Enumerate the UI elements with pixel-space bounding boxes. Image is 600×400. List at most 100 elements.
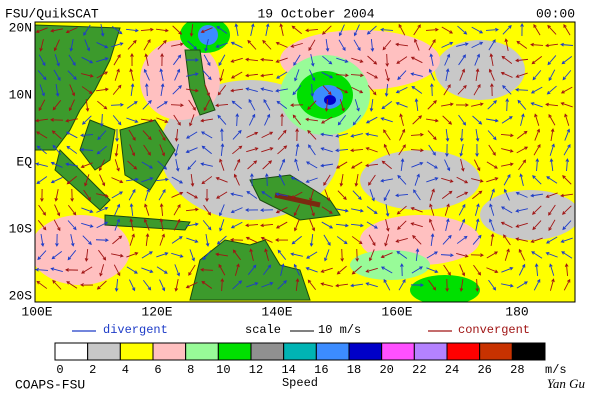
- wind-arrow: [535, 158, 540, 172]
- wind-arrow: [534, 128, 541, 141]
- wind-arrow: [471, 41, 484, 49]
- wind-arrow: [96, 71, 109, 79]
- wind-arrow: [40, 188, 44, 202]
- wind-arrow: [520, 23, 524, 37]
- wind-arrow: [398, 279, 406, 291]
- colorbar-box: [348, 342, 383, 361]
- wind-arrow: [320, 282, 333, 287]
- wind-arrow: [395, 101, 408, 108]
- wind-arrow: [277, 129, 287, 140]
- wind-arrow: [81, 86, 93, 94]
- wind-arrow: [440, 253, 454, 258]
- wind-arrow: [96, 57, 109, 63]
- wind-arrow: [335, 283, 349, 288]
- wind-arrow: [335, 223, 349, 228]
- wind-arrow: [441, 190, 453, 199]
- wind-arrow: [234, 23, 239, 36]
- wind-arrow: [215, 42, 228, 48]
- wind-arrow: [486, 177, 499, 183]
- colorbar-box: [250, 342, 285, 361]
- wind-arrow: [430, 233, 435, 247]
- wind-arrow: [230, 221, 243, 229]
- wind-arrow: [517, 99, 527, 110]
- wind-arrow: [275, 207, 288, 214]
- wind-arrow: [413, 38, 420, 51]
- wind-arrow: [518, 159, 527, 171]
- wind-arrow: [172, 25, 183, 35]
- wind-arrow: [54, 54, 60, 67]
- wind-arrow: [516, 146, 529, 154]
- wind-arrow: [365, 163, 379, 168]
- wind-arrow: [531, 55, 543, 65]
- wind-arrow: [81, 222, 94, 228]
- wind-arrow: [246, 147, 259, 153]
- wind-arrow: [111, 177, 124, 184]
- wind-arrow: [275, 221, 288, 229]
- wind-arrow: [384, 83, 389, 97]
- wind-arrow: [515, 222, 528, 228]
- wind-arrow: [545, 252, 558, 258]
- wind-arrow: [185, 58, 199, 62]
- wind-arrow: [129, 218, 134, 231]
- wind-arrow: [114, 278, 119, 292]
- colorbar-tick: 8: [187, 363, 194, 377]
- wind-arrow: [230, 71, 243, 79]
- wind-arrow: [81, 56, 94, 64]
- wind-arrow: [114, 159, 120, 172]
- wind-arrow: [275, 88, 288, 93]
- wind-arrow: [245, 57, 259, 62]
- header-date: 19 October 2004: [257, 6, 374, 21]
- wind-arrow: [66, 175, 77, 185]
- wind-arrow: [201, 280, 213, 289]
- wind-arrow: [325, 38, 330, 52]
- wind-arrow: [143, 39, 151, 51]
- wind-arrow: [185, 282, 198, 289]
- wind-arrow: [380, 178, 393, 183]
- wind-arrow: [370, 38, 375, 52]
- wind-arrow: [110, 102, 124, 107]
- wind-arrow: [460, 159, 465, 172]
- wind-arrow: [189, 114, 195, 127]
- wind-arrow: [305, 28, 319, 33]
- wind-arrow: [425, 27, 439, 32]
- wind-arrow: [230, 41, 243, 48]
- wind-arrow: [171, 236, 183, 244]
- wind-arrow: [488, 279, 497, 291]
- wind-arrow: [53, 219, 61, 232]
- wind-arrow: [144, 188, 150, 201]
- wind-arrow: [516, 40, 528, 49]
- wind-arrow: [53, 69, 61, 81]
- wind-arrow: [309, 204, 315, 217]
- wind-arrow: [548, 69, 556, 82]
- wind-arrow: [70, 188, 74, 202]
- wind-arrow: [501, 267, 514, 273]
- wind-arrow: [84, 39, 91, 52]
- wind-arrow: [365, 282, 378, 288]
- wind-arrow: [203, 204, 212, 216]
- wind-arrow: [486, 161, 498, 169]
- wind-arrow: [516, 130, 528, 139]
- wind-arrow: [141, 267, 154, 273]
- wind-arrow: [201, 131, 213, 139]
- wind-arrow: [159, 218, 164, 231]
- wind-arrow: [155, 177, 169, 182]
- wind-arrow: [428, 218, 435, 231]
- wind-arrow: [501, 55, 513, 64]
- wind-arrow: [67, 204, 77, 216]
- wind-arrow: [230, 88, 244, 93]
- wind-arrow: [190, 173, 195, 187]
- colorbar-tick: 22: [412, 363, 426, 377]
- wind-arrow: [173, 114, 181, 126]
- wind-arrow: [444, 53, 451, 66]
- lat-labels: 20N 10N EQ 10S 20S: [9, 20, 33, 303]
- wind-arrow: [441, 26, 454, 34]
- wind-arrow: [367, 55, 378, 65]
- wind-arrow: [174, 144, 179, 157]
- wind-arrow: [410, 207, 423, 213]
- wind-arrow: [352, 114, 362, 126]
- wind-arrow: [429, 53, 434, 66]
- wind-arrow: [83, 189, 91, 201]
- wind-arrow: [515, 88, 529, 92]
- wind-arrow: [170, 103, 184, 107]
- colorbar-tick: 0: [56, 363, 63, 377]
